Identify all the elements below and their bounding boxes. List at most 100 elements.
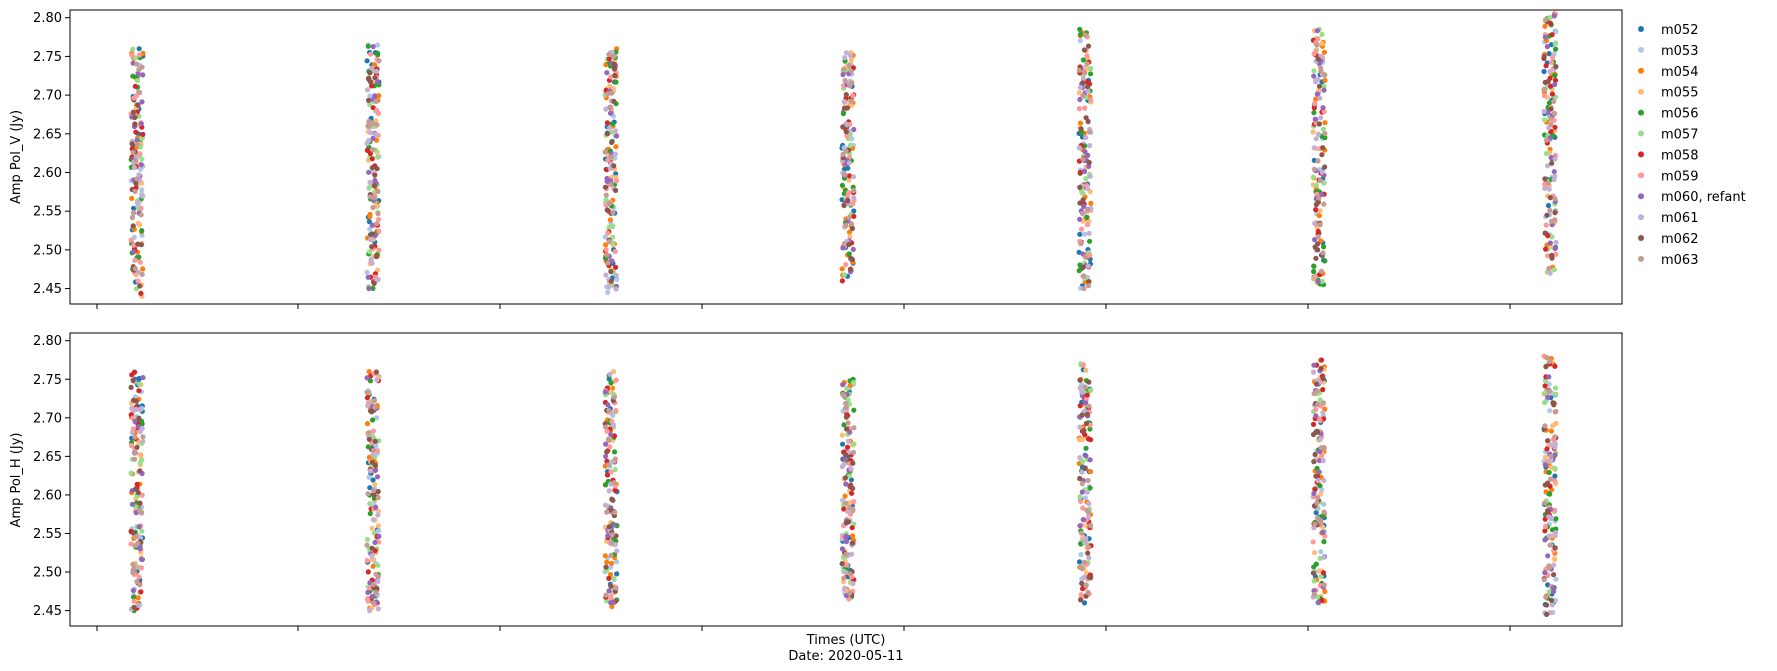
data-point [841, 422, 847, 428]
data-point [131, 604, 137, 610]
data-point [137, 460, 143, 466]
data-point [840, 151, 846, 158]
legend-marker [1638, 130, 1644, 137]
data-point [365, 598, 371, 604]
data-point [606, 488, 612, 494]
data-point [843, 50, 850, 56]
data-point [1313, 48, 1319, 55]
data-point [129, 195, 135, 201]
panel-top-frame [69, 9, 1623, 305]
legend-label: m054 [1661, 65, 1698, 80]
data-point [1077, 377, 1083, 383]
data-point [136, 172, 142, 178]
legend-marker [1638, 67, 1644, 74]
data-point [1086, 501, 1092, 507]
data-point [848, 221, 855, 227]
data-point [1085, 509, 1091, 515]
data-point [1552, 210, 1558, 216]
data-point [604, 428, 610, 434]
data-point [1318, 268, 1324, 274]
data-point [851, 499, 857, 505]
data-point [613, 178, 620, 184]
data-point [374, 585, 380, 592]
data-point [604, 207, 610, 213]
data-point [370, 44, 376, 50]
data-point [138, 121, 144, 127]
data-point [364, 140, 370, 147]
data-point [370, 204, 376, 211]
data-point [1310, 174, 1316, 180]
data-point [1313, 413, 1319, 419]
data-point [1551, 176, 1557, 183]
data-point [1311, 578, 1317, 584]
data-point [375, 512, 381, 518]
data-point [1551, 562, 1557, 568]
legend-label: m061 [1661, 211, 1698, 226]
data-point [1310, 570, 1316, 576]
data-point [1312, 237, 1318, 243]
data-point [847, 429, 853, 435]
data-point [1083, 570, 1090, 576]
data-point [1541, 93, 1547, 99]
data-point [608, 104, 614, 110]
data-point [1311, 110, 1317, 116]
data-point [1084, 207, 1091, 213]
data-point [1077, 184, 1083, 190]
data-point [364, 536, 371, 543]
data-point [1077, 494, 1083, 500]
data-point [841, 575, 847, 581]
data-point [612, 72, 618, 79]
legend-marker [1638, 88, 1644, 95]
data-point [365, 87, 371, 93]
data-point [1544, 212, 1550, 218]
data-point [1087, 238, 1093, 244]
data-point [844, 133, 850, 139]
data-point [1546, 100, 1552, 106]
data-point [843, 551, 849, 558]
data-point [138, 212, 144, 218]
data-point [1077, 38, 1083, 44]
data-point [140, 434, 146, 440]
data-point [850, 581, 856, 587]
data-point [608, 129, 615, 135]
data-point [606, 524, 612, 530]
legend-label: m058 [1661, 148, 1698, 163]
data-point [1321, 201, 1327, 207]
data-point [1315, 401, 1321, 407]
data-point [605, 230, 611, 236]
data-point [613, 272, 619, 279]
data-point [369, 525, 375, 532]
data-point [1541, 117, 1548, 123]
data-point [847, 83, 853, 89]
data-point [606, 588, 612, 594]
data-point [1088, 523, 1094, 529]
data-point [1088, 200, 1094, 206]
data-point [605, 533, 611, 539]
data-point [375, 79, 381, 85]
data-point [1545, 163, 1551, 169]
data-point [370, 147, 376, 153]
data-point [131, 249, 137, 255]
data-point [134, 200, 141, 206]
data-point [130, 587, 136, 594]
data-point [1315, 477, 1321, 484]
data-point [135, 602, 141, 608]
data-point [602, 234, 608, 240]
data-point [611, 53, 617, 60]
data-point [1083, 176, 1089, 182]
data-point [1542, 482, 1548, 488]
data-point [365, 43, 371, 49]
y-tick-label: 2.50 [33, 243, 62, 258]
data-point [1316, 83, 1323, 89]
data-point [1311, 166, 1317, 172]
data-point [1083, 367, 1089, 373]
data-point [1552, 473, 1558, 479]
data-point [609, 258, 615, 264]
data-point [137, 283, 143, 289]
data-point [1080, 264, 1086, 270]
data-point [136, 574, 142, 580]
data-point [1083, 420, 1089, 427]
data-point [1311, 68, 1317, 74]
data-point [1546, 588, 1552, 595]
data-point [604, 559, 610, 565]
